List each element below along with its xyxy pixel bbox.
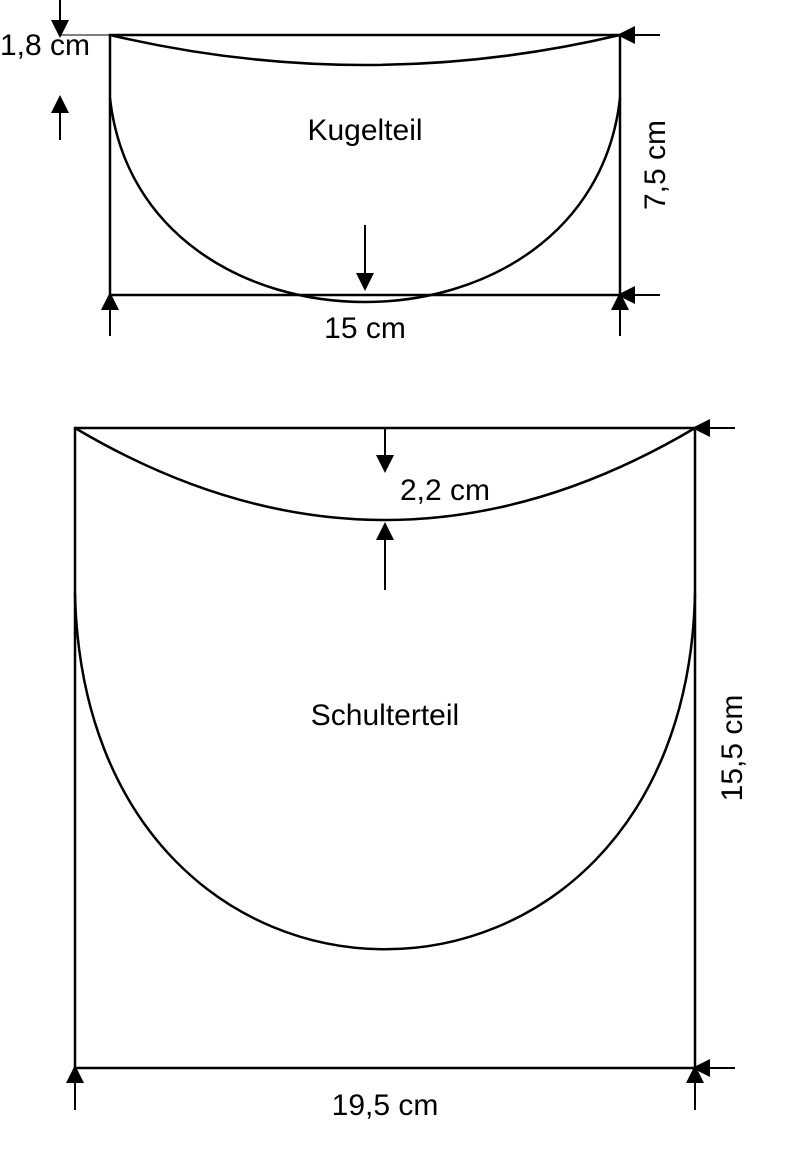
kugelteil-top-arc	[110, 35, 620, 65]
schulterteil-group: Schulterteil 2,2 cm 19,5 cm 15,5 cm	[75, 428, 749, 1122]
schulterteil-width-dim: 19,5 cm	[332, 1089, 439, 1122]
schulterteil-bowl	[75, 593, 695, 949]
schulterteil-notch-dim: 2,2 cm	[400, 474, 490, 507]
kugelteil-width-dim: 15 cm	[324, 312, 406, 345]
schulterteil-label: Schulterteil	[311, 699, 459, 732]
kugelteil-label: Kugelteil	[307, 114, 422, 147]
technical-drawing: Kugelteil 1,8 cm 15 cm 7,5 cm Schulterte…	[0, 0, 805, 1150]
kugelteil-height-dim: 7,5 cm	[639, 120, 672, 210]
schulterteil-rect	[75, 428, 695, 1068]
schulterteil-height-dim: 15,5 cm	[716, 695, 749, 802]
kugelteil-offset-dim: 1,8 cm	[0, 29, 90, 62]
kugelteil-group: Kugelteil 1,8 cm 15 cm 7,5 cm	[0, 0, 672, 345]
